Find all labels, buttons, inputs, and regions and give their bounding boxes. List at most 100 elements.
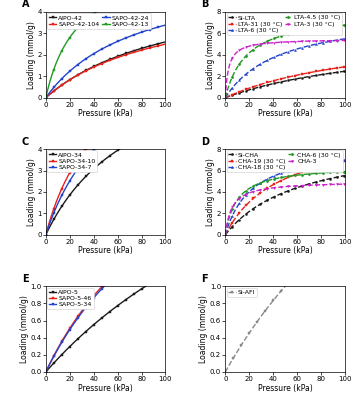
- CHA-19 (30 °C): [223, 232, 227, 237]
- Legend: AlPO-5, SAPO-5-46, SAPO-5-34: AlPO-5, SAPO-5-46, SAPO-5-34: [47, 288, 94, 309]
- Y-axis label: Loading (mmol/g): Loading (mmol/g): [20, 295, 29, 363]
- SAPO-42-13: [74, 26, 78, 31]
- SAPO-42-104: [124, 52, 128, 57]
- CHA-18 (30 °C): [343, 158, 347, 163]
- X-axis label: Pressure (kPa): Pressure (kPa): [78, 384, 133, 392]
- CHA-3: [223, 232, 227, 237]
- X-axis label: Pressure (kPa): Pressure (kPa): [258, 384, 313, 392]
- LTA-31 (30 °C): [343, 64, 347, 69]
- AlPO-34: [74, 184, 78, 189]
- SAPO-34-7: [74, 168, 78, 173]
- SAPO-34-7: [44, 232, 48, 237]
- CHA-18 (30 °C): [294, 166, 298, 171]
- AlPO-5: [163, 272, 168, 276]
- Y-axis label: Loading (mmol/g): Loading (mmol/g): [27, 21, 36, 89]
- AlPO-5: [134, 290, 138, 295]
- Line: SAPO-42-104: SAPO-42-104: [45, 43, 166, 99]
- CHA-19 (30 °C): [294, 172, 298, 177]
- CHA-18 (30 °C): [254, 184, 258, 188]
- Si-AFI: [313, 252, 318, 257]
- Si-CHA: [277, 192, 282, 197]
- Line: AlPO-5: AlPO-5: [45, 273, 166, 373]
- LTA-6 (30 °C): [343, 36, 347, 41]
- SAPO-42-24: [44, 95, 48, 100]
- Line: CHA-18 (30 °C): CHA-18 (30 °C): [224, 159, 346, 236]
- SAPO-34-10: [44, 232, 48, 237]
- SAPO-42-24: [65, 71, 69, 76]
- CHA-18 (30 °C): [244, 192, 249, 197]
- LTA-31 (30 °C): [277, 77, 282, 82]
- Line: SAPO-5-46: SAPO-5-46: [45, 233, 166, 373]
- CHA-6 (30 °C): [254, 182, 258, 187]
- AlPO-34: [44, 232, 48, 237]
- AlPO-42: [124, 51, 128, 56]
- Line: CHA-3: CHA-3: [224, 183, 346, 236]
- SAPO-42-13: [114, 0, 118, 4]
- CHA-3: [277, 185, 282, 190]
- SAPO-42-24: [114, 40, 118, 44]
- SAPO-42-104: [114, 56, 118, 60]
- SAPO-42-24: [74, 63, 78, 68]
- LTA-6 (30 °C): [254, 64, 258, 69]
- SAPO-5-34: [98, 288, 102, 293]
- SAPO-5-34: [74, 317, 78, 322]
- SAPO-34-10: [98, 131, 102, 136]
- Line: LTA-3 (30 °C): LTA-3 (30 °C): [224, 39, 346, 99]
- SAPO-42-104: [134, 49, 138, 54]
- Si-AFI: [343, 227, 347, 232]
- Si-AFI: [294, 272, 298, 277]
- CHA-18 (30 °C): [313, 162, 318, 167]
- SAPO-34-7: [163, 102, 168, 106]
- LTA-31 (30 °C): [303, 71, 307, 76]
- LTA-6 (30 °C): [277, 52, 282, 57]
- SAPO-34-7: [114, 128, 118, 132]
- Si-LTA: [303, 75, 307, 80]
- SAPO-42-13: [44, 95, 48, 100]
- SAPO-42-13: [98, 7, 102, 12]
- Line: Si-LTA: Si-LTA: [224, 70, 346, 99]
- Legend: Si-LTA, LTA-31 (30 °C), LTA-6 (30 °C), LTA-4.5 (30 °C), LTA-3 (30 °C): Si-LTA, LTA-31 (30 °C), LTA-6 (30 °C), L…: [227, 13, 342, 35]
- SAPO-34-7: [65, 183, 69, 188]
- Si-LTA: [223, 95, 227, 100]
- AlPO-42: [134, 48, 138, 52]
- AlPO-42: [65, 79, 69, 84]
- Legend: Si-CHA, CHA-19 (30 °C), CHA-18 (30 °C), CHA-6 (30 °C), CHA-3: Si-CHA, CHA-19 (30 °C), CHA-18 (30 °C), …: [227, 150, 342, 172]
- Line: LTA-4.5 (30 °C): LTA-4.5 (30 °C): [224, 24, 346, 99]
- LTA-6 (30 °C): [294, 47, 298, 52]
- SAPO-5-46: [74, 316, 78, 320]
- Line: SAPO-34-10: SAPO-34-10: [45, 94, 166, 236]
- Si-CHA: [294, 186, 298, 190]
- LTA-3 (30 °C): [294, 39, 298, 44]
- LTA-6 (30 °C): [223, 95, 227, 100]
- AlPO-5: [65, 347, 69, 352]
- SAPO-5-46: [65, 330, 69, 335]
- Si-LTA: [244, 88, 249, 93]
- Si-LTA: [313, 73, 318, 78]
- SAPO-34-7: [124, 121, 128, 126]
- SAPO-5-34: [134, 255, 138, 260]
- CHA-6 (30 °C): [294, 173, 298, 178]
- CHA-6 (30 °C): [313, 171, 318, 176]
- SAPO-5-34: [163, 234, 168, 239]
- SAPO-34-10: [74, 159, 78, 164]
- Line: AlPO-34: AlPO-34: [45, 125, 166, 236]
- Y-axis label: Loading (mmol/g): Loading (mmol/g): [200, 295, 208, 363]
- Line: AlPO-42: AlPO-42: [45, 41, 166, 99]
- SAPO-5-46: [163, 232, 168, 236]
- AlPO-5: [44, 370, 48, 374]
- LTA-4.5 (30 °C): [277, 34, 282, 39]
- CHA-3: [254, 188, 258, 193]
- Text: F: F: [201, 274, 208, 284]
- SAPO-34-10: [134, 106, 138, 110]
- CHA-6 (30 °C): [343, 169, 347, 174]
- LTA-6 (30 °C): [244, 71, 249, 76]
- SAPO-34-7: [134, 115, 138, 120]
- CHA-3: [343, 182, 347, 186]
- LTA-31 (30 °C): [244, 87, 249, 92]
- AlPO-42: [74, 73, 78, 78]
- Si-AFI: [303, 262, 307, 267]
- CHA-19 (30 °C): [303, 169, 307, 174]
- AlPO-5: [124, 297, 128, 302]
- Line: Si-AFI: Si-AFI: [224, 228, 346, 373]
- CHA-3: [294, 184, 298, 188]
